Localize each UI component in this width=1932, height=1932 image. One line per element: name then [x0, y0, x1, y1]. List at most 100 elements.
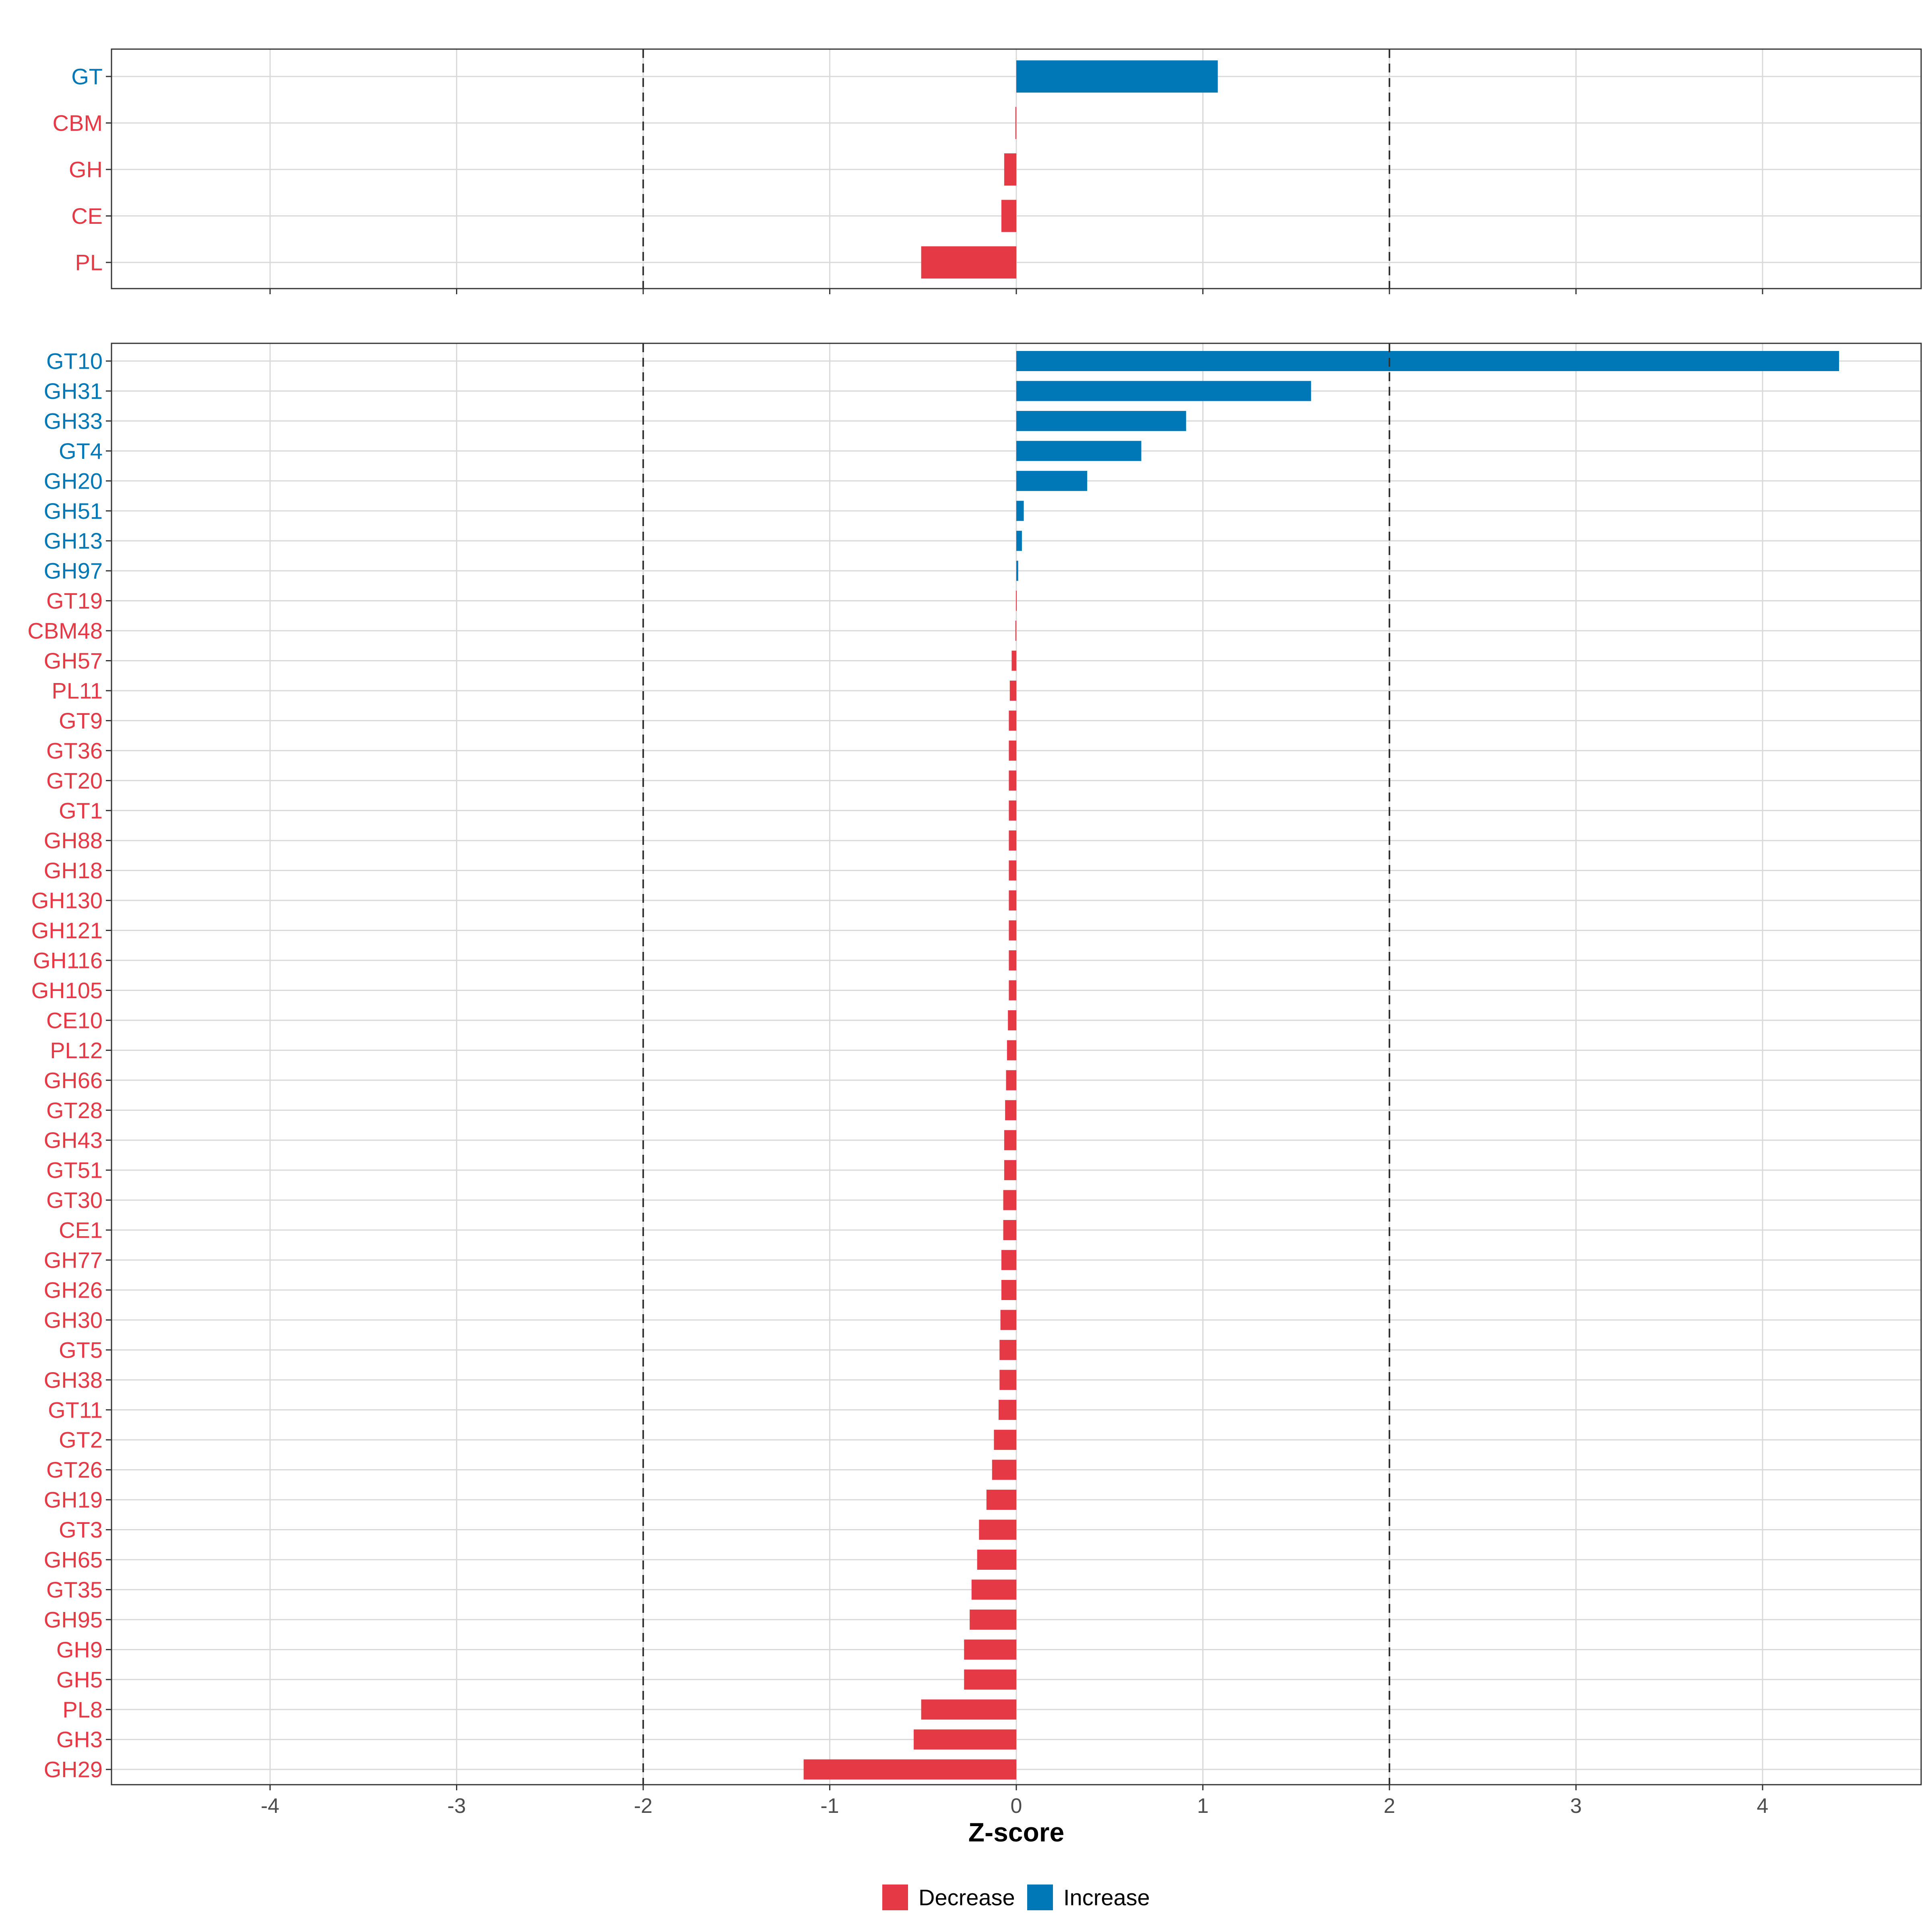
bar-GH38 — [999, 1370, 1016, 1390]
bar-GT35 — [971, 1579, 1016, 1600]
bar-GT10 — [1016, 351, 1839, 371]
x-tick-label: -4 — [261, 1794, 279, 1818]
bar-GH65 — [977, 1550, 1016, 1570]
bar-GH97 — [1016, 561, 1018, 581]
bar-GH33 — [1016, 411, 1186, 431]
category-label: GH26 — [44, 1277, 103, 1302]
category-label: GT36 — [46, 738, 103, 763]
category-label: GT30 — [46, 1187, 103, 1213]
category-label: GH13 — [44, 528, 103, 553]
panel-families: GT CBM GH CE PL — [53, 48, 1922, 294]
category-label: GT — [71, 64, 103, 89]
bar-GH20 — [1016, 471, 1088, 491]
panels: GTCBMGHCEPLGT10GH31GH33GT4GH20GH51GH13GH… — [27, 48, 1922, 1818]
bar-CE1 — [1003, 1220, 1016, 1241]
bar-GH116 — [1009, 950, 1016, 970]
x-tick-label: 3 — [1570, 1794, 1582, 1818]
bar-GH88 — [1009, 830, 1016, 851]
bar-PL — [921, 246, 1016, 279]
category-label: GH95 — [44, 1607, 103, 1632]
category-label: GT20 — [46, 768, 103, 793]
category-label: GT4 — [59, 438, 103, 464]
bar-GH121 — [1009, 920, 1016, 941]
category-label: GT3 — [59, 1517, 103, 1542]
category-label: GT51 — [46, 1158, 103, 1183]
bar-GH43 — [1004, 1130, 1016, 1150]
category-label: GH116 — [33, 948, 103, 973]
category-label: GH18 — [44, 858, 103, 883]
category-label: CBM48 — [27, 618, 103, 644]
bar-GT20 — [1009, 770, 1016, 791]
category-label: GT1 — [59, 798, 103, 823]
category-label: GH29 — [44, 1757, 103, 1782]
bar-CE — [1001, 200, 1016, 232]
category-label: CE — [71, 203, 103, 229]
category-label: GT19 — [46, 588, 103, 613]
x-tick-label: -3 — [447, 1794, 466, 1818]
category-label: PL11 — [52, 678, 103, 703]
category-label: GT11 — [48, 1397, 103, 1422]
category-label: GH5 — [56, 1667, 103, 1692]
bar-GH29 — [803, 1759, 1016, 1780]
bar-GT30 — [1003, 1190, 1016, 1210]
category-label: GH19 — [44, 1487, 103, 1513]
category-label: GH66 — [44, 1067, 103, 1093]
bar-GT2 — [994, 1430, 1016, 1450]
legend-item-decrease: Decrease — [882, 1885, 1015, 1910]
category-label: GH51 — [44, 498, 103, 524]
bar-PL8 — [921, 1699, 1016, 1720]
bar-GT26 — [992, 1459, 1016, 1480]
bar-GH66 — [1006, 1070, 1016, 1090]
bar-GT51 — [1004, 1160, 1016, 1181]
bar-GT4 — [1016, 441, 1141, 461]
category-label: GH3 — [56, 1727, 103, 1752]
x-tick-label: 2 — [1384, 1794, 1395, 1818]
bar-PL12 — [1007, 1040, 1016, 1061]
bar-GT19 — [1016, 590, 1017, 611]
category-label: CE10 — [46, 1007, 103, 1033]
legend-swatch — [1027, 1885, 1053, 1910]
bar-GT5 — [999, 1340, 1016, 1360]
bar-GT — [1016, 60, 1218, 93]
bar-GT28 — [1005, 1100, 1016, 1121]
bar-GH30 — [1000, 1310, 1016, 1330]
category-label: GH20 — [44, 468, 103, 493]
category-label: GH105 — [31, 978, 103, 1003]
bar-CE10 — [1008, 1010, 1016, 1030]
category-label: CBM — [53, 110, 103, 136]
category-label: GH30 — [44, 1307, 103, 1333]
category-label: GH9 — [56, 1637, 103, 1662]
category-label: GH43 — [44, 1127, 103, 1153]
bar-GH77 — [1001, 1250, 1016, 1270]
category-label: GT35 — [46, 1577, 103, 1602]
bar-GH130 — [1009, 890, 1016, 911]
bar-GH31 — [1016, 381, 1311, 401]
category-label: GH121 — [31, 918, 103, 943]
x-tick-label: 0 — [1011, 1794, 1022, 1818]
bar-GH95 — [970, 1609, 1016, 1630]
category-label: CE1 — [59, 1218, 103, 1243]
category-label: GT26 — [46, 1457, 103, 1482]
x-tick-label: 4 — [1757, 1794, 1769, 1818]
legend-swatch — [882, 1885, 908, 1910]
category-label: PL8 — [62, 1697, 103, 1722]
bar-GH105 — [1009, 980, 1016, 1001]
bar-GH5 — [964, 1669, 1016, 1690]
bar-GT1 — [1009, 800, 1016, 821]
bar-GT36 — [1009, 740, 1016, 761]
category-label: GH77 — [44, 1247, 103, 1273]
x-tick-label: -2 — [634, 1794, 652, 1818]
x-tick-label: 1 — [1197, 1794, 1209, 1818]
category-label: GH130 — [31, 888, 103, 913]
category-label: GH97 — [44, 558, 103, 584]
legend-item-increase: Increase — [1027, 1885, 1150, 1910]
bar-GH19 — [986, 1490, 1016, 1510]
bar-GT3 — [979, 1519, 1016, 1540]
bar-GH51 — [1016, 501, 1024, 521]
bar-GH18 — [1009, 860, 1016, 881]
bar-GH3 — [914, 1729, 1016, 1750]
panel-subfamilies: GT10GH31GH33GT4GH20GH51GH13GH97GT19CBM48… — [27, 343, 1922, 1818]
category-label: GT2 — [59, 1427, 103, 1453]
bar-GH9 — [964, 1639, 1016, 1660]
